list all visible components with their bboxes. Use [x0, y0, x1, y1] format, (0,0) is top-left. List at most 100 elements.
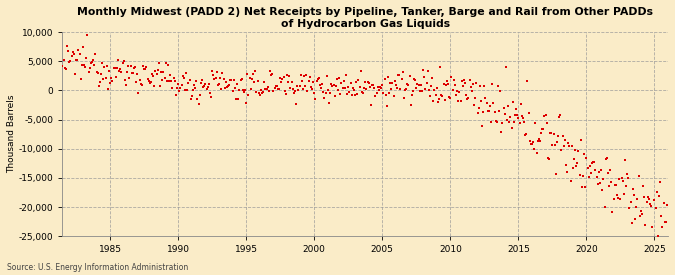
Point: [138, 64, 148, 68]
Point: [468, 82, 479, 86]
Point: [585, 164, 595, 168]
Point: [343, 85, 354, 89]
Point: [583, 174, 594, 179]
Point: [96, 72, 107, 76]
Point: [209, 77, 220, 81]
Point: [358, 86, 369, 90]
Point: [632, 197, 643, 201]
Point: [277, 76, 288, 81]
Point: [578, 151, 589, 156]
Point: [658, 201, 669, 205]
Point: [313, 76, 323, 81]
Point: [331, 77, 342, 81]
Point: [653, 194, 664, 198]
Point: [205, 91, 215, 95]
Point: [323, 88, 333, 92]
Point: [258, 90, 269, 94]
Point: [173, 82, 184, 86]
Point: [593, 169, 604, 174]
Point: [456, 79, 467, 84]
Point: [419, 74, 430, 79]
Point: [263, 85, 273, 90]
Point: [471, 81, 482, 86]
Point: [520, 132, 531, 137]
Point: [423, 69, 433, 73]
Point: [144, 81, 155, 85]
Point: [171, 86, 182, 90]
Point: [633, 174, 644, 178]
Point: [186, 93, 197, 98]
Point: [450, 83, 460, 87]
Point: [414, 89, 425, 94]
Point: [266, 73, 277, 77]
Point: [402, 81, 412, 86]
Point: [330, 84, 341, 88]
Point: [193, 101, 204, 106]
Point: [625, 200, 636, 204]
Point: [352, 92, 362, 96]
Point: [164, 79, 175, 83]
Point: [458, 83, 468, 88]
Point: [582, 166, 593, 170]
Point: [408, 89, 418, 93]
Point: [493, 109, 504, 114]
Point: [571, 164, 582, 168]
Point: [58, 58, 69, 62]
Point: [354, 85, 365, 89]
Point: [605, 168, 616, 172]
Point: [225, 78, 236, 82]
Point: [560, 137, 570, 142]
Point: [548, 132, 559, 136]
Point: [143, 78, 154, 83]
Point: [309, 90, 320, 95]
Point: [380, 93, 391, 97]
Point: [336, 80, 347, 85]
Point: [345, 81, 356, 85]
Point: [585, 171, 596, 175]
Point: [267, 72, 277, 77]
Point: [233, 97, 244, 101]
Point: [328, 83, 339, 87]
Point: [396, 77, 407, 81]
Text: Source: U.S. Energy Information Administration: Source: U.S. Energy Information Administ…: [7, 263, 188, 272]
Point: [71, 58, 82, 62]
Point: [105, 81, 115, 85]
Point: [430, 93, 441, 97]
Point: [128, 66, 139, 70]
Y-axis label: Thousand Barrels: Thousand Barrels: [7, 95, 16, 174]
Point: [525, 142, 536, 146]
Point: [465, 85, 476, 90]
Point: [443, 95, 454, 99]
Point: [610, 183, 621, 187]
Point: [587, 161, 597, 165]
Point: [180, 88, 190, 92]
Point: [573, 148, 584, 153]
Point: [218, 77, 229, 81]
Point: [59, 66, 70, 71]
Point: [219, 86, 230, 90]
Point: [260, 87, 271, 91]
Point: [275, 76, 286, 80]
Point: [530, 121, 541, 125]
Point: [495, 89, 506, 94]
Point: [70, 72, 80, 76]
Point: [366, 103, 377, 108]
Point: [192, 97, 203, 101]
Point: [572, 161, 583, 166]
Point: [215, 76, 225, 80]
Point: [420, 87, 431, 91]
Point: [171, 93, 182, 98]
Point: [310, 96, 321, 101]
Point: [455, 99, 466, 103]
Point: [134, 77, 145, 82]
Point: [73, 48, 84, 53]
Point: [136, 82, 146, 87]
Point: [603, 183, 614, 188]
Point: [410, 78, 421, 82]
Point: [292, 84, 302, 88]
Point: [453, 98, 464, 103]
Point: [516, 114, 527, 119]
Point: [338, 79, 349, 83]
Point: [614, 176, 624, 181]
Point: [125, 64, 136, 68]
